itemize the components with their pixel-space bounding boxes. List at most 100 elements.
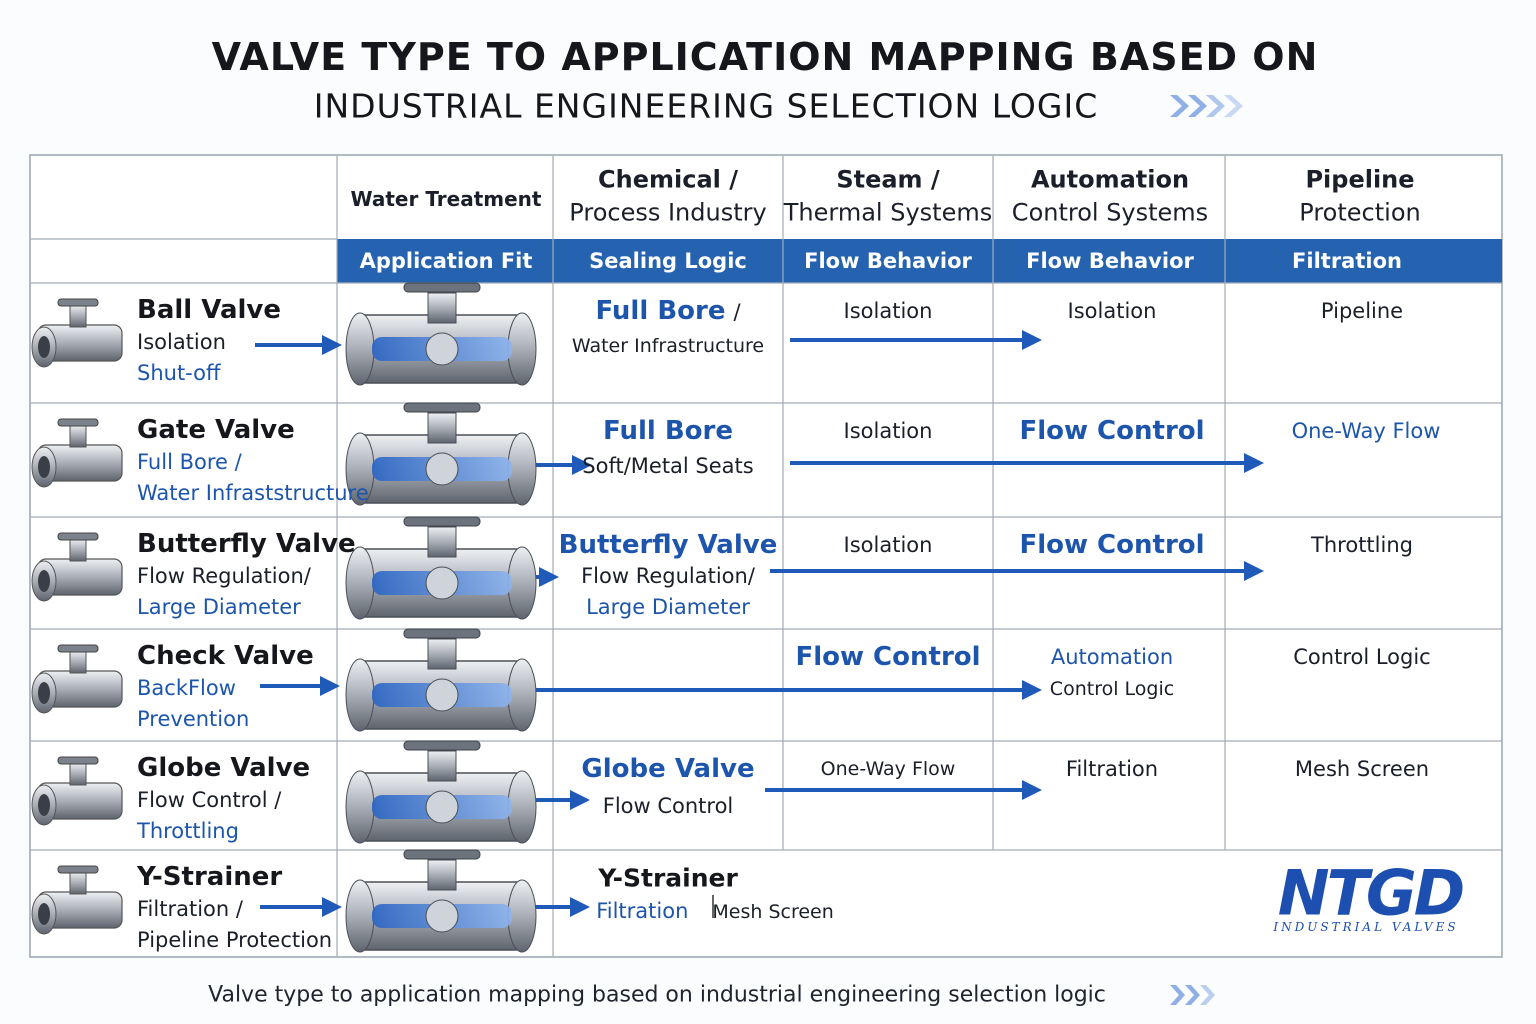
valve-icon — [31, 756, 123, 826]
cell-line: Flow Control — [1019, 416, 1204, 446]
valve-detail: Throttling — [137, 819, 239, 843]
cell-text: Globe Valve — [581, 754, 755, 784]
cell-line: Mesh Screen — [1295, 757, 1429, 781]
cell-text: Throttling — [1311, 533, 1413, 557]
cell-text: Filtration — [1065, 757, 1159, 781]
valve-detail: Flow Regulation/ — [137, 564, 311, 588]
column-heading: Automation — [1030, 165, 1190, 194]
valve-cutaway — [345, 282, 537, 386]
cell-line: Y-Strainer — [598, 864, 738, 893]
logo: NTGD — [1277, 856, 1466, 930]
caption: Valve type to application mapping based … — [208, 982, 1106, 1008]
valve-name: Butterfly Valve — [137, 529, 356, 559]
cell-line: Full Bore / — [595, 296, 740, 326]
cell-text: One-Way Flow — [1291, 419, 1441, 443]
valve-detail: Flow Control / — [137, 788, 282, 812]
cell-text: Large Diameter — [586, 595, 750, 619]
cell-line: Automation — [1051, 645, 1173, 669]
column-criterion: Sealing Logic — [589, 249, 747, 273]
valve-detail: Prevention — [137, 707, 250, 731]
cell-line: Filtration — [1066, 757, 1158, 781]
valve-name: Y-Strainer — [137, 862, 283, 892]
valve-name: Globe Valve — [137, 753, 311, 783]
cell-line: Isolation — [1068, 299, 1157, 323]
cell-text: Full Bore — [595, 296, 726, 326]
subtitle: INDUSTRIAL ENGINEERING SELECTION LOGIC — [313, 86, 1099, 126]
column-heading: Process Industry — [569, 198, 767, 227]
cell-line: Flow Regulation/ — [581, 564, 755, 588]
cell-line: Pipeline — [1321, 299, 1403, 323]
cell-line: Control Logic — [1050, 678, 1174, 700]
valve-detail: Isolation — [137, 330, 226, 354]
valve-detail: Water Infraststructure — [137, 481, 369, 505]
valve-name: Ball Valve — [137, 295, 281, 325]
cell-text: Isolation — [843, 533, 933, 557]
column-criterion: Filtration — [1292, 249, 1402, 273]
valve-detail: Full Bore / — [137, 450, 242, 474]
cell-line: One-Way Flow — [821, 758, 956, 780]
valve-cutaway — [345, 402, 537, 506]
valve-cutaway — [345, 849, 537, 953]
cell-text: Mesh Screen — [712, 901, 834, 923]
cell-text: Mesh Screen — [1294, 757, 1430, 781]
cell-line: One-Way Flow — [1292, 419, 1441, 443]
cell-line: Full Bore — [603, 416, 733, 446]
cell-text: Flow Control — [1019, 530, 1205, 560]
valve-illustrations — [31, 282, 537, 953]
cell-line: Soft/Metal Seats — [582, 454, 753, 478]
valve-icon — [31, 418, 123, 488]
cell-text: Isolation — [1067, 299, 1157, 323]
title: VALVE TYPE TO APPLICATION MAPPING BASED … — [211, 35, 1319, 79]
column-heading: Chemical / — [598, 165, 738, 194]
cell-line: Flow Control — [1019, 530, 1204, 560]
valve-cutaway — [345, 628, 537, 732]
column-criterion: Flow Behavior — [1026, 249, 1194, 273]
cell-text: Control Logic — [1049, 678, 1175, 700]
valve-detail: Pipeline Protection — [137, 928, 333, 952]
cell-text: Control Logic — [1293, 645, 1431, 669]
cell-line: Filtration Mesh Screen — [596, 899, 834, 923]
valve-name: Check Valve — [137, 641, 314, 671]
cell-text: Isolation — [843, 299, 933, 323]
criterion-band — [337, 239, 1502, 283]
cell-line: Butterfly Valve — [559, 530, 778, 560]
cell-text: One-Way Flow — [820, 758, 956, 780]
grid — [30, 155, 1502, 957]
valve-cutaway — [345, 516, 537, 620]
column-criterion: Application Fit — [359, 249, 533, 273]
valve-icon — [31, 644, 123, 714]
cell-text: Butterfly Valve — [558, 530, 778, 560]
cell-text: Isolation — [843, 419, 933, 443]
cell-text: Flow Control — [1019, 416, 1205, 446]
cell-text: Automation — [1050, 645, 1174, 669]
cell-text: Pipeline — [1320, 299, 1404, 323]
table-frame — [29, 154, 1503, 958]
valve-detail: Large Diameter — [137, 595, 301, 619]
cell-text: Filtration — [596, 899, 689, 923]
cell-text: Y-Strainer — [598, 863, 738, 893]
column-heading: Steam / — [836, 165, 940, 194]
cell-text: Full Bore — [603, 416, 733, 446]
cell-line: Isolation — [844, 533, 933, 557]
column-heading: Pipeline — [1305, 165, 1415, 194]
column-heading: Water Treatment — [350, 187, 542, 211]
valve-icon — [31, 298, 123, 368]
chevrons — [1170, 95, 1243, 1005]
valve-name: Gate Valve — [137, 415, 295, 445]
valve-icon — [31, 865, 123, 935]
cell-line: Water Infrastructure — [572, 335, 764, 357]
cell-line: Control Logic — [1293, 645, 1430, 669]
cell-line: Globe Valve — [581, 754, 754, 784]
cell-text: Flow Control — [602, 794, 734, 818]
valve-cutaway — [345, 740, 537, 844]
cell-line: Flow Control — [795, 642, 980, 672]
cell-text: / — [733, 300, 741, 324]
logo-tagline: INDUSTRIAL VALVES — [1273, 920, 1459, 934]
column-heading: Control Systems — [1011, 198, 1209, 227]
valve-detail: BackFlow — [137, 676, 236, 700]
valve-icon — [31, 532, 123, 602]
cell-line: Large Diameter — [586, 595, 750, 619]
cell-line: Isolation — [844, 299, 933, 323]
